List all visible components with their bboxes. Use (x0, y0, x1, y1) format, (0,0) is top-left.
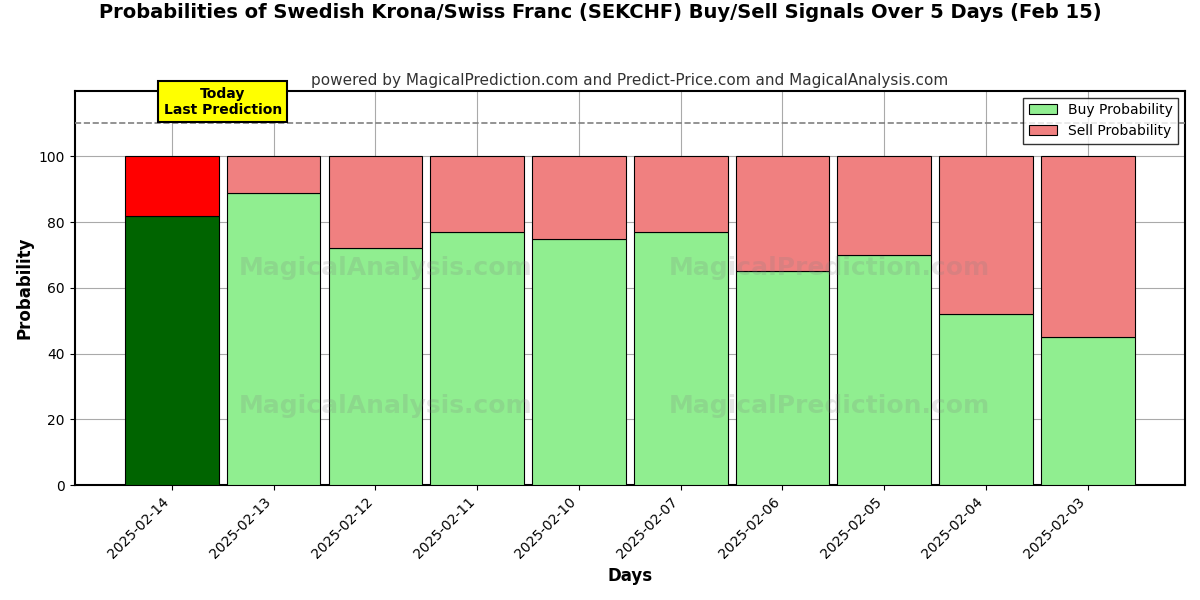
Bar (940, 314, 1033, 485)
Bar (329, 157, 422, 248)
Bar (736, 271, 829, 485)
Text: MagicalAnalysis.com: MagicalAnalysis.com (239, 256, 533, 280)
Text: MagicalPrediction.com: MagicalPrediction.com (670, 394, 990, 418)
Text: MagicalAnalysis.com: MagicalAnalysis.com (239, 394, 533, 418)
Bar (940, 157, 1033, 314)
Bar (736, 157, 829, 271)
Bar (125, 215, 218, 485)
Bar (227, 193, 320, 485)
Text: MagicalPrediction.com: MagicalPrediction.com (670, 256, 990, 280)
Bar (125, 157, 218, 215)
Bar (431, 157, 524, 232)
Bar (838, 157, 931, 255)
Bar (634, 157, 727, 232)
Bar (1040, 337, 1134, 485)
Bar (431, 232, 524, 485)
X-axis label: Days: Days (607, 567, 653, 585)
Bar (532, 157, 625, 239)
Bar (532, 239, 625, 485)
Title: powered by MagicalPrediction.com and Predict-Price.com and MagicalAnalysis.com: powered by MagicalPrediction.com and Pre… (311, 73, 948, 88)
Bar (227, 157, 320, 193)
Legend: Buy Probability, Sell Probability: Buy Probability, Sell Probability (1024, 98, 1178, 143)
Bar (838, 255, 931, 485)
Y-axis label: Probability: Probability (16, 236, 34, 339)
Bar (634, 232, 727, 485)
Text: Today
Last Prediction: Today Last Prediction (163, 86, 282, 117)
Bar (1040, 157, 1134, 337)
Text: Probabilities of Swedish Krona/Swiss Franc (SEKCHF) Buy/Sell Signals Over 5 Days: Probabilities of Swedish Krona/Swiss Fra… (98, 3, 1102, 22)
Bar (329, 248, 422, 485)
